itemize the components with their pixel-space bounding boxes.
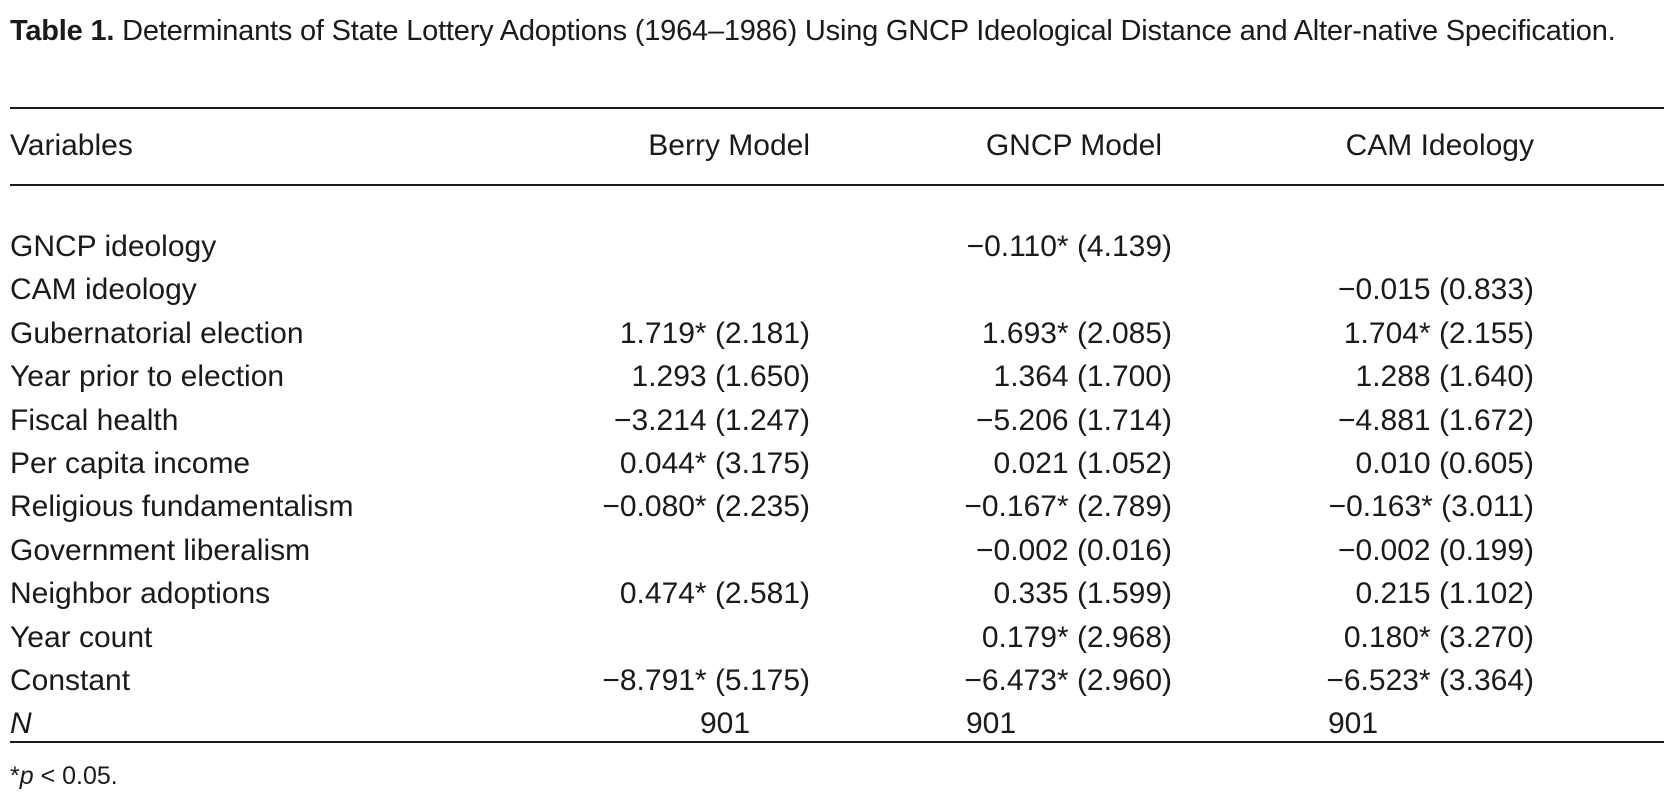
table-caption: Table 1. Determinants of State Lottery A…: [10, 10, 1660, 52]
cell-berry-model: [530, 269, 810, 312]
table-row: GNCP ideology −0.110* (4.139): [10, 225, 1664, 268]
cell-spacer: [1534, 442, 1664, 485]
header-rule: [10, 184, 1664, 186]
cell-cam-ideology: −0.002 (0.199): [1338, 533, 1534, 567]
cell-spacer: [1534, 356, 1664, 399]
header-cam-ideology: CAM Ideology: [1345, 129, 1534, 162]
cell-n-label: N: [10, 707, 32, 741]
header-spacer: [1534, 110, 1664, 182]
cell-cam-ideology: −0.015 (0.833): [1338, 273, 1534, 307]
cell-berry-model: 0.474* (2.581): [619, 577, 810, 611]
cell-berry-model: 1.719* (2.181): [619, 316, 810, 350]
cell-variable: Year prior to election: [10, 360, 285, 394]
footnote: *p < 0.05.: [10, 762, 118, 791]
cell-gncp-model: −0.110* (4.139): [966, 230, 1172, 264]
cell-variable: Fiscal health: [10, 403, 179, 437]
cell-spacer: [1534, 312, 1664, 355]
table-row: Neighbor adoptions 0.474* (2.581) 0.335 (1…: [10, 573, 1664, 616]
cell-variable: Year count: [10, 620, 153, 654]
cell-spacer: [1534, 659, 1664, 702]
cell-gncp-model: −0.002 (0.016): [976, 533, 1172, 567]
cell-gncp-model: 0.021 (1.052): [993, 447, 1172, 481]
table-row: CAM ideology −0.015 (0.833): [10, 269, 1664, 312]
cell-variable: Government liberalism: [10, 533, 311, 567]
table-row: Gubernatorial election 1.719* (2.181) 1.69…: [10, 312, 1664, 355]
cell-berry-model: −8.791* (5.175): [602, 663, 810, 697]
cell-gncp-model: −5.206 (1.714): [976, 403, 1172, 437]
table-row-n: N 901 901 901: [10, 703, 1664, 746]
cell-spacer: [1534, 225, 1664, 268]
cell-spacer: [1534, 616, 1664, 659]
table-row: Fiscal health −3.214 (1.247) −5.206 (1.714…: [10, 399, 1664, 442]
cell-spacer: [1534, 703, 1664, 746]
cell-cam-ideology: 1.288 (1.640): [1355, 360, 1534, 394]
header-gncp-model: GNCP Model: [985, 129, 1162, 162]
cell-cam-ideology: 0.010 (0.605): [1355, 447, 1534, 481]
cell-berry-model: 0.044* (3.175): [619, 447, 810, 481]
cell-variable: GNCP ideology: [10, 230, 217, 264]
table-row: Constant −8.791* (5.175) −6.473* (2.960) −6…: [10, 659, 1664, 702]
cell-cam-ideology: 0.215 (1.102): [1355, 577, 1534, 611]
cell-berry-model: [530, 616, 810, 659]
cell-variable: Constant: [10, 663, 131, 697]
cell-spacer: [1534, 573, 1664, 616]
cell-berry-model: −0.080* (2.235): [602, 490, 810, 524]
table-row: Year count 0.179* (2.968) 0.180* (3.270): [10, 616, 1664, 659]
header-row: Variables Berry Model GNCP Model CAM Ide…: [10, 110, 1664, 182]
cell-n-berry: 901: [699, 707, 751, 741]
table-caption-text: Determinants of State Lottery Adoptions …: [114, 15, 1616, 47]
cell-gncp-model: −6.473* (2.960): [964, 663, 1172, 697]
cell-variable: Gubernatorial election: [10, 316, 304, 350]
cell-berry-model: 1.293 (1.650): [631, 360, 810, 394]
cell-gncp-model: 1.364 (1.700): [993, 360, 1172, 394]
cell-cam-ideology: 1.704* (2.155): [1343, 316, 1534, 350]
cell-gncp-model: [810, 269, 1172, 312]
cell-gncp-model: 0.335 (1.599): [993, 577, 1172, 611]
cell-berry-model: −3.214 (1.247): [614, 403, 810, 437]
cell-cam-ideology: −0.163* (3.011): [1328, 490, 1534, 524]
header-variables: Variables: [10, 129, 133, 162]
bottom-rule: [10, 741, 1664, 743]
footnote-text: < 0.05.: [33, 762, 118, 790]
table-row: Year prior to election 1.293 (1.650) 1.364…: [10, 356, 1664, 399]
cell-n-cam: 901: [1327, 707, 1379, 741]
cell-spacer: [1534, 399, 1664, 442]
cell-cam-ideology: [1172, 225, 1534, 268]
cell-gncp-model: 0.179* (2.968): [981, 620, 1172, 654]
cell-cam-ideology: −6.523* (3.364): [1326, 663, 1534, 697]
cell-gncp-model: 1.693* (2.085): [981, 316, 1172, 350]
cell-cam-ideology: −4.881 (1.672): [1338, 403, 1534, 437]
table-row: Per capita income 0.044* (3.175) 0.021 (1.…: [10, 442, 1664, 485]
cell-berry-model: [530, 225, 810, 268]
table-row: Religious fundamentalism −0.080* (2.235) −…: [10, 486, 1664, 529]
cell-spacer: [1534, 269, 1664, 312]
results-table: Variables Berry Model GNCP Model CAM Ide…: [10, 110, 1664, 746]
cell-variable: Neighbor adoptions: [10, 577, 271, 611]
table-row: Government liberalism −0.002 (0.016) −0.00…: [10, 529, 1664, 572]
cell-variable: CAM ideology: [10, 273, 197, 307]
cell-n-gncp: 901: [965, 707, 1017, 741]
spacer-row: [10, 182, 1664, 225]
footnote-star: *: [10, 762, 20, 790]
header-berry-model: Berry Model: [648, 129, 810, 162]
table-caption-label: Table 1.: [10, 15, 115, 47]
cell-variable: Religious fundamentalism: [10, 490, 354, 524]
cell-berry-model: [530, 529, 810, 572]
cell-spacer: [1534, 486, 1664, 529]
cell-spacer: [1534, 529, 1664, 572]
cell-cam-ideology: 0.180* (3.270): [1343, 620, 1534, 654]
table-body: GNCP ideology −0.110* (4.139) CAM ideology…: [10, 182, 1664, 746]
footnote-p: p: [19, 762, 34, 790]
cell-gncp-model: −0.167* (2.789): [964, 490, 1172, 524]
top-rule: [10, 107, 1664, 109]
cell-variable: Per capita income: [10, 447, 251, 481]
